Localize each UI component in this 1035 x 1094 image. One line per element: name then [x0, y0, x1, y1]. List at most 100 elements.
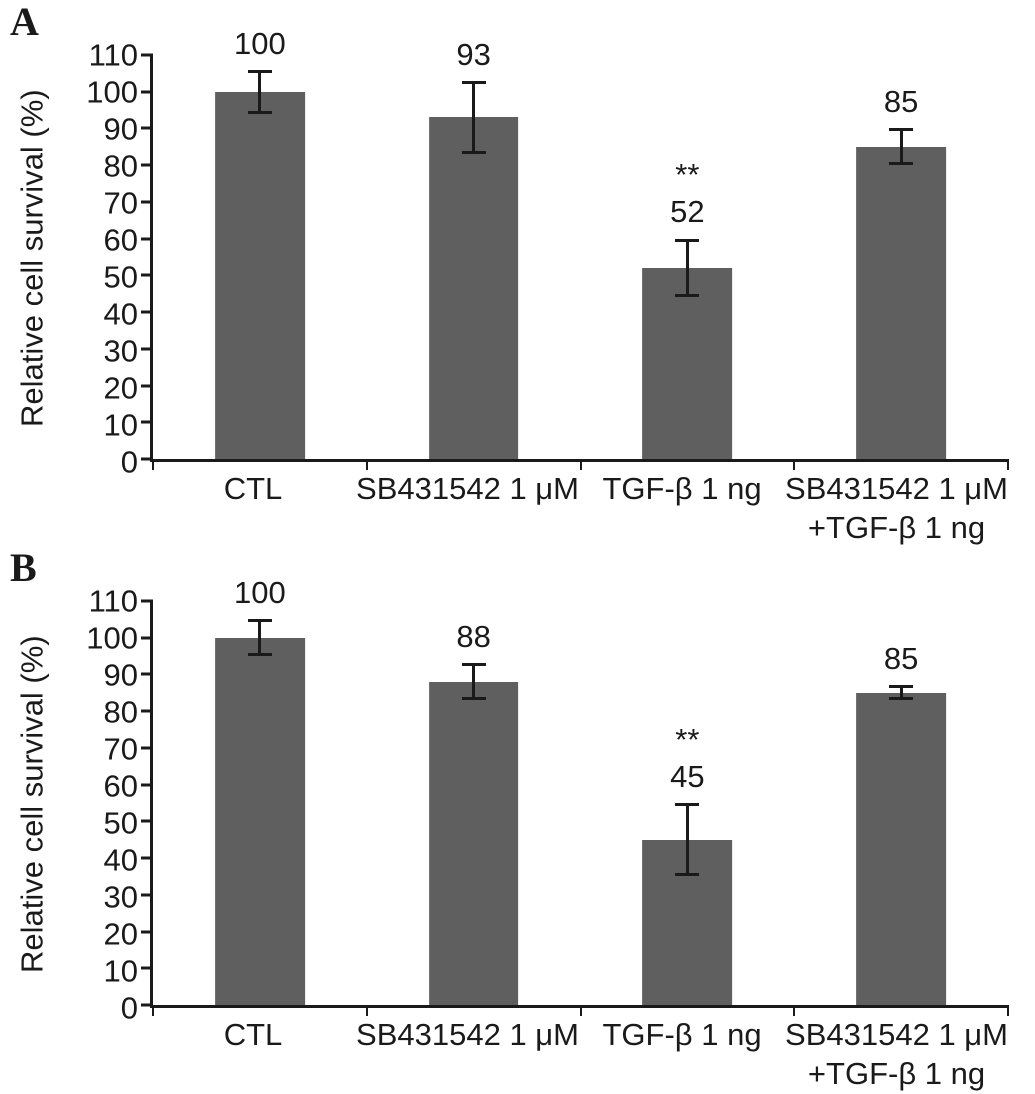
- x-tick-mark: [1007, 1005, 1009, 1016]
- bar-label-stack: 93: [456, 36, 490, 73]
- significance-marker: **: [675, 721, 700, 757]
- bar: [214, 91, 305, 459]
- error-bar: [889, 685, 914, 701]
- bar-label-stack: ** 45: [670, 721, 704, 795]
- category-label: SB431542 1 μM +TGF-β 1 ng: [785, 1016, 1008, 1094]
- y-tick-mark: [141, 746, 153, 750]
- category-label-line: SB431542 1 μM: [785, 471, 1008, 506]
- category-label-line: CTL: [223, 1017, 283, 1052]
- bar: [856, 692, 947, 1005]
- y-tick-mark: [141, 709, 153, 713]
- bars-area: 100 93 ** 52 85: [153, 26, 1008, 459]
- x-tick-mark: [152, 459, 154, 470]
- y-axis-title: Relative cell survival (%): [14, 635, 50, 974]
- bar-group: 100: [153, 26, 367, 459]
- bar: [856, 146, 947, 459]
- y-tick-label: 40: [103, 842, 138, 878]
- y-tick-mark: [141, 90, 153, 94]
- bar-label-stack: 100: [234, 574, 286, 611]
- category-label: SB431542 1 μM: [356, 470, 579, 548]
- bar: [642, 268, 733, 459]
- y-tick-label: 90: [103, 657, 138, 693]
- category-label: TGF-β 1 ng: [579, 470, 785, 548]
- bar-group: ** 45: [581, 601, 795, 1005]
- y-tick-mark: [141, 310, 153, 314]
- y-tick-label: 0: [120, 444, 138, 480]
- y-tick-label: 110: [88, 37, 138, 73]
- y-tick-label: 80: [103, 148, 138, 184]
- bar-value-label: 100: [234, 575, 286, 611]
- y-tick-label: 70: [103, 731, 138, 767]
- plot-area: 100 93 ** 52 85: [141, 26, 1009, 470]
- bar-value-label: 52: [670, 194, 705, 230]
- bar-group: 85: [794, 55, 1008, 459]
- bar-group: ** 52: [581, 55, 795, 459]
- x-tick-mark: [1007, 459, 1009, 470]
- y-tick-label: 20: [103, 916, 138, 952]
- y-tick-label: 40: [103, 296, 138, 332]
- category-label-line: SB431542 1 μM: [356, 1017, 579, 1052]
- bar-label-stack: 88: [456, 618, 490, 655]
- error-bar: [247, 619, 272, 657]
- y-tick-mark: [141, 237, 153, 241]
- y-tick-mark: [141, 819, 153, 823]
- y-axis-title: Relative cell survival (%): [14, 89, 50, 428]
- y-tick-mark: [141, 384, 153, 388]
- y-tick-mark: [141, 856, 153, 860]
- y-tick-label: 70: [103, 185, 138, 221]
- y-tick-mark: [141, 200, 153, 204]
- y-tick-label: 80: [103, 694, 138, 730]
- bar-value-label: 85: [883, 641, 919, 677]
- bar: [428, 681, 519, 1005]
- x-tick-mark: [579, 1005, 582, 1016]
- y-tick-label: 10: [103, 953, 138, 989]
- error-bar: [461, 663, 486, 701]
- bar-group: 93: [367, 37, 581, 459]
- y-tick-mark: [141, 672, 153, 676]
- category-label-line: SB431542 1 μM: [785, 1017, 1008, 1052]
- bar-value-label: 100: [234, 25, 286, 61]
- y-tick-label: 100: [86, 620, 138, 656]
- bar-group: 85: [794, 601, 1008, 1005]
- y-tick-mark: [141, 636, 153, 640]
- bar-group: 88: [367, 601, 581, 1005]
- y-tick-mark: [141, 163, 153, 167]
- bar-label-stack: 85: [884, 640, 918, 677]
- x-tick-mark: [152, 1005, 154, 1016]
- category-label-line: +TGF-β 1 ng: [807, 1055, 986, 1091]
- bar-label-stack: 100: [234, 25, 286, 62]
- y-tick-label: 50: [103, 805, 138, 841]
- bar-label-stack: ** 52: [670, 156, 704, 230]
- x-tick-mark: [365, 1005, 368, 1016]
- y-axis: 0 10 20 30 40 50 60 70 80 90 100 110: [50, 586, 138, 1024]
- y-tick-mark: [141, 420, 153, 424]
- y-tick-mark: [141, 893, 153, 897]
- plot-area: 100 88 ** 45 85: [141, 575, 1009, 1016]
- y-axis: 0 10 20 30 40 50 60 70 80 90 100 110: [50, 40, 138, 478]
- category-label-line: TGF-β 1 ng: [602, 471, 762, 506]
- y-tick-mark: [141, 783, 153, 787]
- x-axis-labels: CTL SB431542 1 μM TGF-β 1 ng SB431542 1 μM +…: [150, 470, 1008, 548]
- x-tick-mark: [793, 1005, 796, 1016]
- category-label: CTL: [150, 1016, 356, 1094]
- y-tick-mark: [141, 1003, 153, 1007]
- y-tick-mark: [141, 126, 153, 130]
- error-bar: [675, 803, 700, 877]
- y-tick-label: 60: [103, 222, 138, 258]
- category-label: SB431542 1 μM: [356, 1016, 579, 1094]
- x-tick-mark: [793, 459, 796, 470]
- y-tick-mark: [141, 930, 153, 934]
- y-tick-mark: [141, 273, 153, 277]
- panel-a: A Relative cell survival (%) 0 10 20 30 40 50…: [0, 0, 1035, 546]
- y-tick-mark: [141, 347, 153, 351]
- y-tick-label: 60: [103, 768, 138, 804]
- bars-area: 100 88 ** 45 85: [153, 575, 1008, 1005]
- bar-label-stack: 85: [884, 83, 918, 120]
- bar: [214, 637, 305, 1005]
- category-label: SB431542 1 μM +TGF-β 1 ng: [785, 470, 1008, 548]
- error-bar: [889, 128, 914, 166]
- significance-marker: **: [675, 157, 700, 193]
- y-tick-label: 50: [103, 259, 138, 295]
- y-tick-label: 30: [103, 333, 138, 369]
